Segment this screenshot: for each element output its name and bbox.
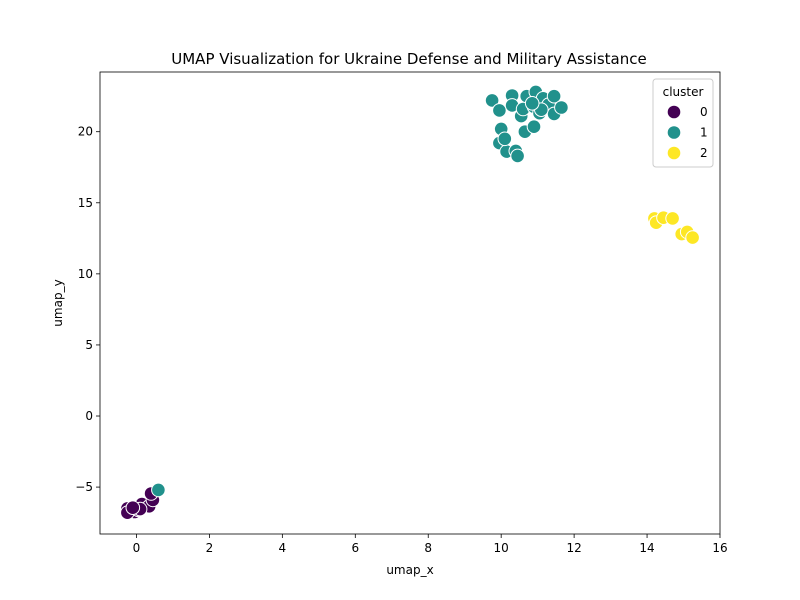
x-axis: 0 2 4 6 8 10 12 14 16 [133,534,728,555]
y-tick-label: −5 [75,480,93,494]
point-cluster-1 [526,119,542,134]
y-tick-label: 10 [78,267,93,281]
y-axis-title: umap_y [51,279,65,326]
y-tick-label: 20 [78,125,93,139]
legend-marker-0 [666,104,682,120]
plot-frame [99,71,721,535]
y-axis: −5 0 5 10 15 20 [75,125,100,494]
point-cluster-0 [125,500,141,516]
x-tick-label: 6 [351,541,359,555]
point-cluster-2 [685,230,700,245]
x-tick-label: 10 [494,541,509,555]
legend: cluster 0 1 2 [652,78,714,168]
x-tick-label: 4 [279,541,287,555]
point-cluster-1 [484,93,500,108]
legend-marker-2 [666,145,682,161]
x-axis-title: umap_x [386,563,433,577]
legend-marker-1 [666,125,682,140]
legend-label-0: 0 [700,105,708,119]
x-tick-label: 8 [424,541,432,555]
legend-label-2: 2 [700,146,708,160]
legend-title: cluster [663,85,704,99]
point-cluster-1 [524,96,540,111]
x-tick-label: 0 [133,541,141,555]
y-tick-label: 5 [85,338,93,352]
points-layer [120,84,700,521]
x-tick-label: 12 [566,541,581,555]
chart-title: UMAP Visualization for Ukraine Defense a… [171,50,646,68]
y-tick-label: 0 [85,409,93,423]
x-tick-label: 16 [712,541,727,555]
plot-area [100,72,720,534]
point-cluster-1 [510,148,525,164]
legend-label-1: 1 [700,126,708,140]
point-cluster-1 [554,100,569,115]
legend-box [652,78,714,168]
x-tick-label: 2 [206,541,214,555]
y-tick-label: 15 [78,196,93,210]
point-cluster-2 [665,211,680,226]
point-cluster-1 [497,131,513,147]
point-cluster-1 [151,482,166,498]
point-cluster-1 [546,88,562,104]
x-tick-label: 14 [639,541,654,555]
point-cluster-1 [492,103,507,118]
